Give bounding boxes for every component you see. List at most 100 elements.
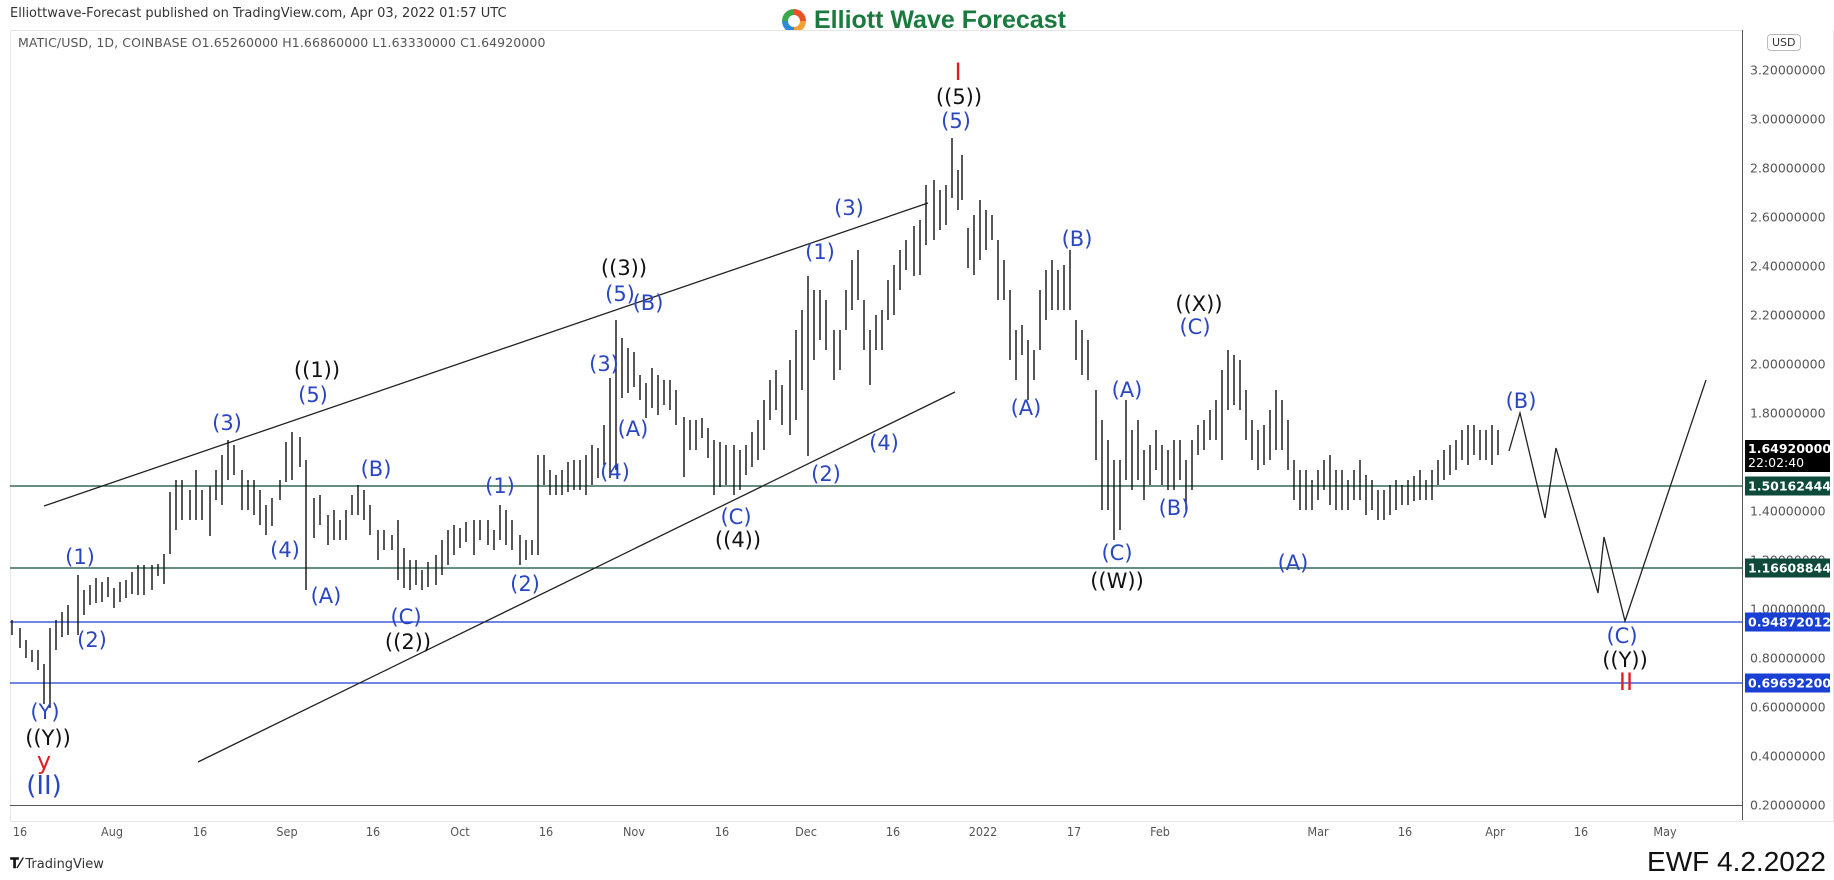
wave-label-y: y: [36, 747, 52, 775]
price-tick: 0.60000000: [1750, 699, 1826, 715]
upper-trendline: [43, 202, 929, 507]
logo-text: Elliott Wave Forecast: [814, 6, 1066, 34]
wave-label-4b: (4): [600, 460, 630, 484]
time-axis[interactable]: [10, 805, 1742, 821]
wave-label-B3: (B): [1061, 227, 1093, 251]
time-tick: Feb: [1150, 824, 1170, 839]
wave-label-5b: (5): [605, 282, 635, 306]
wave-label-((5)): ((5)): [935, 85, 983, 109]
wave-label-((Y)): ((Y)): [1602, 648, 1648, 672]
wave-label-4: (4): [270, 538, 300, 562]
wave-label-C: (C): [390, 605, 422, 629]
time-tick: Sep: [276, 824, 298, 839]
price-tick: 3.00000000: [1750, 111, 1826, 127]
price-tick: 0.20000000: [1750, 797, 1826, 813]
price-tick: 2.80000000: [1750, 160, 1826, 176]
time-tick: 16: [885, 824, 901, 839]
wave-label-A: (A): [310, 584, 342, 608]
wave-label-Y: (Y): [30, 700, 60, 724]
tradingview-logo-icon: 𝐓⁄: [10, 856, 22, 872]
tradingview-text: TradingView: [25, 856, 104, 872]
wave-label-5c: (5): [941, 109, 971, 133]
time-tick: 2022: [968, 824, 998, 839]
wave-label-II-blue: (II): [26, 771, 62, 801]
wave-label-B5: (B): [1505, 389, 1537, 413]
wave-label-A3: (A): [1010, 396, 1042, 420]
wave-label-((4)): ((4)): [714, 528, 762, 552]
wave-label-C5: (C): [1179, 315, 1211, 339]
ohlc-bars: [11, 138, 1499, 708]
time-tick: 17: [1066, 824, 1082, 839]
wave-label-2c: (2): [811, 462, 841, 486]
level-label: 0.94872012: [1745, 612, 1831, 632]
projection-path: [1508, 379, 1707, 624]
time-tick: Nov: [623, 824, 645, 839]
time-tick: 16: [538, 824, 554, 839]
price-tick: 1.80000000: [1750, 405, 1826, 421]
wave-label-1: (1): [65, 545, 95, 569]
wave-label-3: (3): [212, 411, 242, 435]
last-price-label: 1.64920000 22:02:40: [1745, 440, 1832, 472]
wave-label-1c: (1): [805, 240, 835, 264]
level-label: 1.50162444: [1745, 476, 1831, 496]
time-tick: 16: [12, 824, 28, 839]
wave-label-A4: (A): [1111, 378, 1143, 402]
wave-label-((X)): ((X)): [1175, 292, 1223, 316]
level-label: 0.69692200: [1745, 673, 1831, 693]
wave-label-B: (B): [360, 457, 392, 481]
wave-label-2b: (2): [510, 572, 540, 596]
wave-label-II: II: [1618, 668, 1634, 696]
time-tick: 16: [714, 824, 730, 839]
wave-label-1b: (1): [485, 474, 515, 498]
wave-label-3b: (3): [589, 352, 619, 376]
wave-label-((3)): ((3)): [600, 256, 648, 280]
wave-label-3c: (3): [834, 196, 864, 220]
wave-label-((W)): ((W)): [1090, 569, 1144, 593]
price-tick: 0.40000000: [1750, 748, 1826, 764]
wave-label-I: I: [954, 58, 962, 86]
publisher-line: Elliottwave-Forecast published on Tradin…: [10, 6, 507, 21]
price-tick: 2.20000000: [1750, 307, 1826, 323]
wave-label-((2)): ((2)): [384, 630, 432, 654]
time-tick: Oct: [450, 824, 470, 839]
bar-countdown: 22:02:40: [1748, 455, 1805, 470]
price-plot[interactable]: [0, 0, 1742, 805]
ewf-date-stamp: EWF 4.2.2022: [1647, 846, 1826, 877]
time-tick: 16: [1573, 824, 1589, 839]
wave-label-A5: (A): [1277, 551, 1309, 575]
chart-pane[interactable]: [10, 30, 1834, 822]
level-label: 1.16608844: [1745, 558, 1831, 578]
time-tick: 16: [365, 824, 381, 839]
time-tick: Aug: [101, 824, 123, 839]
elliott-wave-forecast-logo: Elliott Wave Forecast: [780, 6, 1066, 35]
price-tick: 2.00000000: [1750, 356, 1826, 372]
price-tick: 0.80000000: [1750, 650, 1826, 666]
wave-label-A2: (A): [617, 417, 649, 441]
symbol-ohlc-legend: MATIC/USD, 1D, COINBASE O1.65260000 H1.6…: [18, 35, 546, 50]
wave-label-2: (2): [77, 628, 107, 652]
ewf-swirl-icon: [782, 8, 806, 33]
time-tick: 16: [1397, 824, 1413, 839]
tradingview-brand[interactable]: 𝐓⁄ TradingView: [10, 856, 104, 872]
price-tick: 2.60000000: [1750, 209, 1826, 225]
time-tick: Apr: [1485, 824, 1505, 839]
wave-label-C4: (C): [1101, 541, 1133, 565]
time-tick: Dec: [795, 824, 817, 839]
time-tick: Mar: [1307, 824, 1329, 839]
last-price: 1.64920000: [1748, 441, 1832, 456]
wave-label-5: (5): [298, 383, 328, 407]
currency-badge[interactable]: USD: [1767, 34, 1801, 51]
lower-trendline: [197, 391, 956, 763]
wave-label-C6: (C): [1606, 624, 1638, 648]
wave-label-C2: (C): [720, 505, 752, 529]
wave-label-((1)): ((1)): [293, 358, 341, 382]
time-tick: 16: [192, 824, 208, 839]
time-tick: May: [1653, 824, 1677, 839]
wave-label-B4: (B): [1158, 496, 1190, 520]
wave-label-YY: ((Y)): [25, 726, 71, 750]
price-tick: 2.40000000: [1750, 258, 1826, 274]
wave-label-4c: (4): [869, 431, 899, 455]
price-tick: 3.20000000: [1750, 62, 1826, 78]
wave-label-B2: (B): [632, 291, 664, 315]
price-tick: 1.40000000: [1750, 503, 1826, 519]
